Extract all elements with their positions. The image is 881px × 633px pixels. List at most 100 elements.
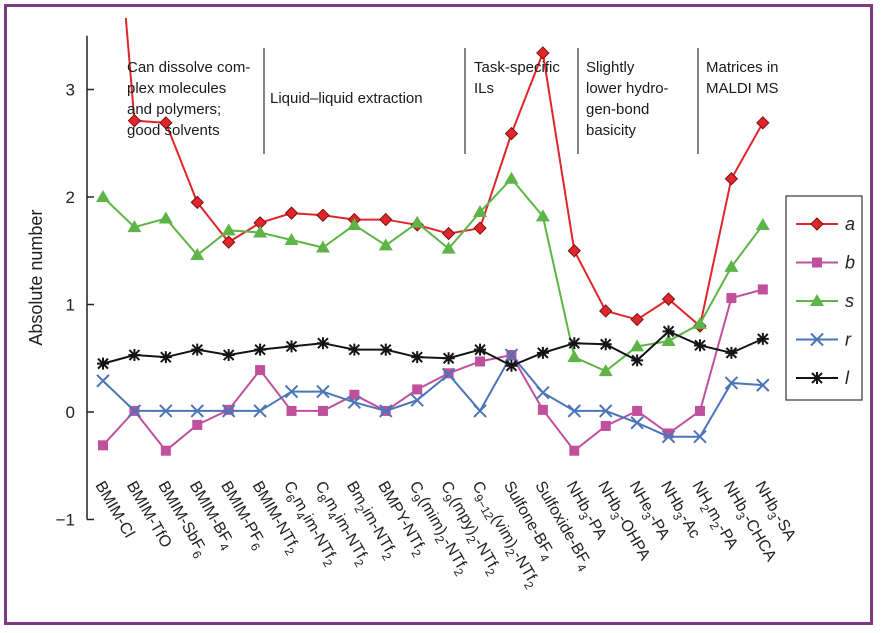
- data-point: [159, 351, 172, 364]
- data-point: [221, 223, 236, 236]
- tick-text: NHb: [720, 479, 751, 515]
- data-point: [631, 354, 644, 367]
- data-point: [598, 364, 613, 377]
- series-l: [97, 325, 769, 372]
- data-point: [441, 367, 456, 382]
- data-point: [632, 405, 643, 416]
- data-point: [191, 343, 204, 356]
- data-point: [504, 126, 519, 141]
- data-point: [159, 404, 173, 418]
- data-point: [410, 215, 425, 228]
- data-point: [128, 349, 141, 362]
- y-axis-title: Absolute number: [26, 210, 46, 346]
- data-point: [810, 332, 824, 347]
- data-point: [254, 343, 267, 356]
- tick-text: Bm: [343, 479, 370, 508]
- legend-label: r: [845, 330, 852, 350]
- tick-text: NHb: [751, 479, 782, 515]
- legend-item-r: r: [796, 330, 852, 350]
- group-label: Matrices in MALDI MS: [706, 59, 779, 97]
- data-point: [567, 404, 582, 418]
- legend-label: b: [845, 253, 855, 273]
- legend-label: l: [845, 368, 850, 388]
- data-point: [536, 346, 549, 359]
- data-point: [505, 359, 518, 372]
- data-point: [724, 172, 739, 186]
- data-point: [724, 259, 739, 272]
- series-line: [102, 177, 764, 373]
- series-a: [124, 17, 770, 333]
- data-point: [253, 225, 268, 238]
- data-point: [474, 343, 487, 356]
- y-tick-label: 2: [66, 188, 75, 207]
- data-point: [725, 346, 738, 359]
- series-line: [124, 17, 764, 328]
- legend-item-l: l: [796, 368, 850, 388]
- data-point: [569, 445, 580, 456]
- data-point: [98, 440, 108, 451]
- data-point: [504, 348, 519, 362]
- series-line: [102, 353, 763, 438]
- data-point: [661, 334, 676, 347]
- data-point: [755, 217, 770, 230]
- data-point: [810, 217, 824, 231]
- data-point: [410, 393, 424, 407]
- data-point: [284, 206, 299, 220]
- data-point: [536, 46, 550, 60]
- data-point: [442, 352, 455, 365]
- data-point: [662, 325, 675, 338]
- data-point: [285, 340, 298, 353]
- legend-label: s: [845, 291, 854, 311]
- tick-text: NHb: [657, 479, 688, 515]
- data-point: [255, 365, 266, 376]
- data-point: [349, 389, 360, 400]
- data-point: [694, 405, 705, 416]
- group-label: Liquid–liquid extraction: [270, 90, 423, 107]
- data-point: [222, 349, 235, 362]
- data-point: [692, 316, 707, 329]
- data-point: [160, 445, 171, 456]
- data-point: [757, 284, 768, 295]
- data-point: [599, 404, 613, 418]
- tick-text: NH: [689, 479, 715, 508]
- data-point: [756, 378, 770, 392]
- data-point: [663, 428, 674, 439]
- data-point: [536, 385, 550, 400]
- data-point: [693, 339, 706, 352]
- data-point: [190, 195, 204, 210]
- series-line: [102, 288, 764, 453]
- data-point: [286, 405, 297, 416]
- y-tick-label: 1: [66, 296, 75, 315]
- data-point: [316, 337, 329, 350]
- data-point: [315, 240, 330, 253]
- data-point: [347, 395, 362, 410]
- data-point: [812, 257, 822, 268]
- data-point: [96, 190, 110, 202]
- data-point: [412, 384, 423, 395]
- data-point: [190, 248, 205, 261]
- legend-item-a: a: [796, 214, 855, 234]
- data-point: [379, 343, 392, 356]
- legend-label: a: [845, 214, 855, 234]
- tick-text: -NTf: [470, 536, 501, 572]
- data-point: [756, 116, 770, 130]
- data-point: [475, 356, 486, 367]
- data-point: [192, 419, 203, 430]
- data-point: [599, 338, 612, 351]
- data-point: [473, 205, 488, 218]
- data-point: [127, 220, 142, 233]
- data-point: [411, 351, 424, 364]
- group-label: Can dissolve com- plex molecules and pol…: [127, 59, 251, 139]
- data-point: [724, 376, 739, 390]
- data-point: [630, 416, 644, 430]
- data-point: [661, 430, 676, 444]
- data-point: [284, 384, 299, 399]
- data-point: [190, 404, 204, 418]
- series-b: [98, 284, 768, 456]
- data-point: [379, 404, 393, 418]
- data-point: [537, 404, 548, 415]
- series-line: [102, 330, 764, 367]
- tick-text: -NTf: [509, 548, 540, 584]
